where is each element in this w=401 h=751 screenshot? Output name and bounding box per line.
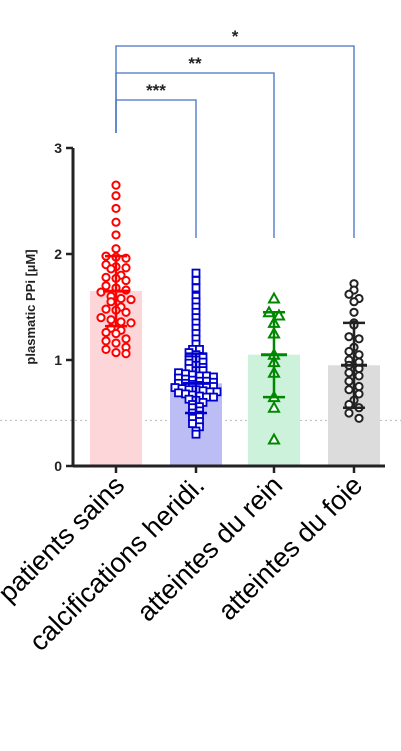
significance-label: *** (146, 81, 166, 100)
data-point (101, 336, 111, 346)
error-bar-4 (341, 321, 367, 409)
category-label: atteintes du rein (131, 470, 288, 627)
data-point (111, 338, 121, 348)
data-point (267, 291, 281, 304)
significance-bracket: *** (115, 81, 197, 238)
data-point (101, 327, 111, 338)
data-point (354, 381, 364, 392)
data-point (126, 318, 136, 328)
y-tick-label: 0 (54, 458, 62, 474)
data-point (209, 392, 218, 402)
data-point (101, 344, 111, 354)
data-point (349, 307, 359, 317)
data-point (344, 376, 354, 386)
data-point (344, 368, 354, 378)
data-point (111, 328, 121, 339)
error-bar-2 (183, 352, 209, 415)
data-point (111, 191, 121, 201)
data-point (191, 283, 201, 293)
data-point (344, 332, 354, 342)
data-point (344, 289, 354, 299)
data-point (191, 276, 201, 285)
y-tick-label: 3 (54, 140, 62, 156)
data-point (101, 272, 111, 282)
category-label: atteintes du foie (212, 470, 368, 626)
data-point (121, 263, 131, 273)
significance-label: ** (188, 54, 202, 73)
significance-bracket: ** (115, 54, 275, 238)
data-point (344, 385, 354, 395)
significance-label: * (232, 27, 239, 46)
data-point (267, 400, 281, 413)
data-point (191, 268, 201, 278)
data-point (111, 230, 121, 240)
data-point (111, 217, 121, 227)
data-point (349, 297, 359, 307)
data-point (121, 275, 131, 286)
data-point (354, 350, 364, 360)
data-point (344, 408, 354, 418)
y-tick-label: 2 (54, 246, 62, 262)
data-point (111, 244, 121, 254)
data-point (116, 317, 126, 327)
y-axis-label: plasmatic PPi [µM] (23, 249, 38, 364)
data-point (111, 347, 121, 358)
data-point (111, 203, 121, 214)
data-point (121, 334, 131, 344)
data-point (188, 419, 197, 429)
error-bar-3 (261, 311, 287, 399)
data-point (354, 334, 364, 344)
data-point (126, 294, 136, 305)
data-point (272, 308, 286, 321)
data-point (191, 429, 201, 439)
error-bar-1 (103, 254, 129, 328)
data-point (267, 432, 281, 445)
y-tick-label: 1 (54, 352, 62, 368)
data-point (354, 413, 364, 423)
data-point (106, 315, 116, 325)
data-point (116, 293, 126, 304)
data-point (101, 304, 111, 314)
data-point (111, 180, 121, 190)
data-point (121, 307, 131, 317)
data-point (354, 371, 364, 381)
significance-bracket: * (115, 27, 355, 238)
data-point (174, 388, 183, 398)
data-point (344, 346, 354, 357)
data-point (106, 264, 116, 274)
data-point (121, 349, 131, 359)
data-point (354, 389, 364, 399)
data-point (96, 313, 106, 323)
data-point (106, 297, 116, 307)
data-point (101, 281, 111, 291)
